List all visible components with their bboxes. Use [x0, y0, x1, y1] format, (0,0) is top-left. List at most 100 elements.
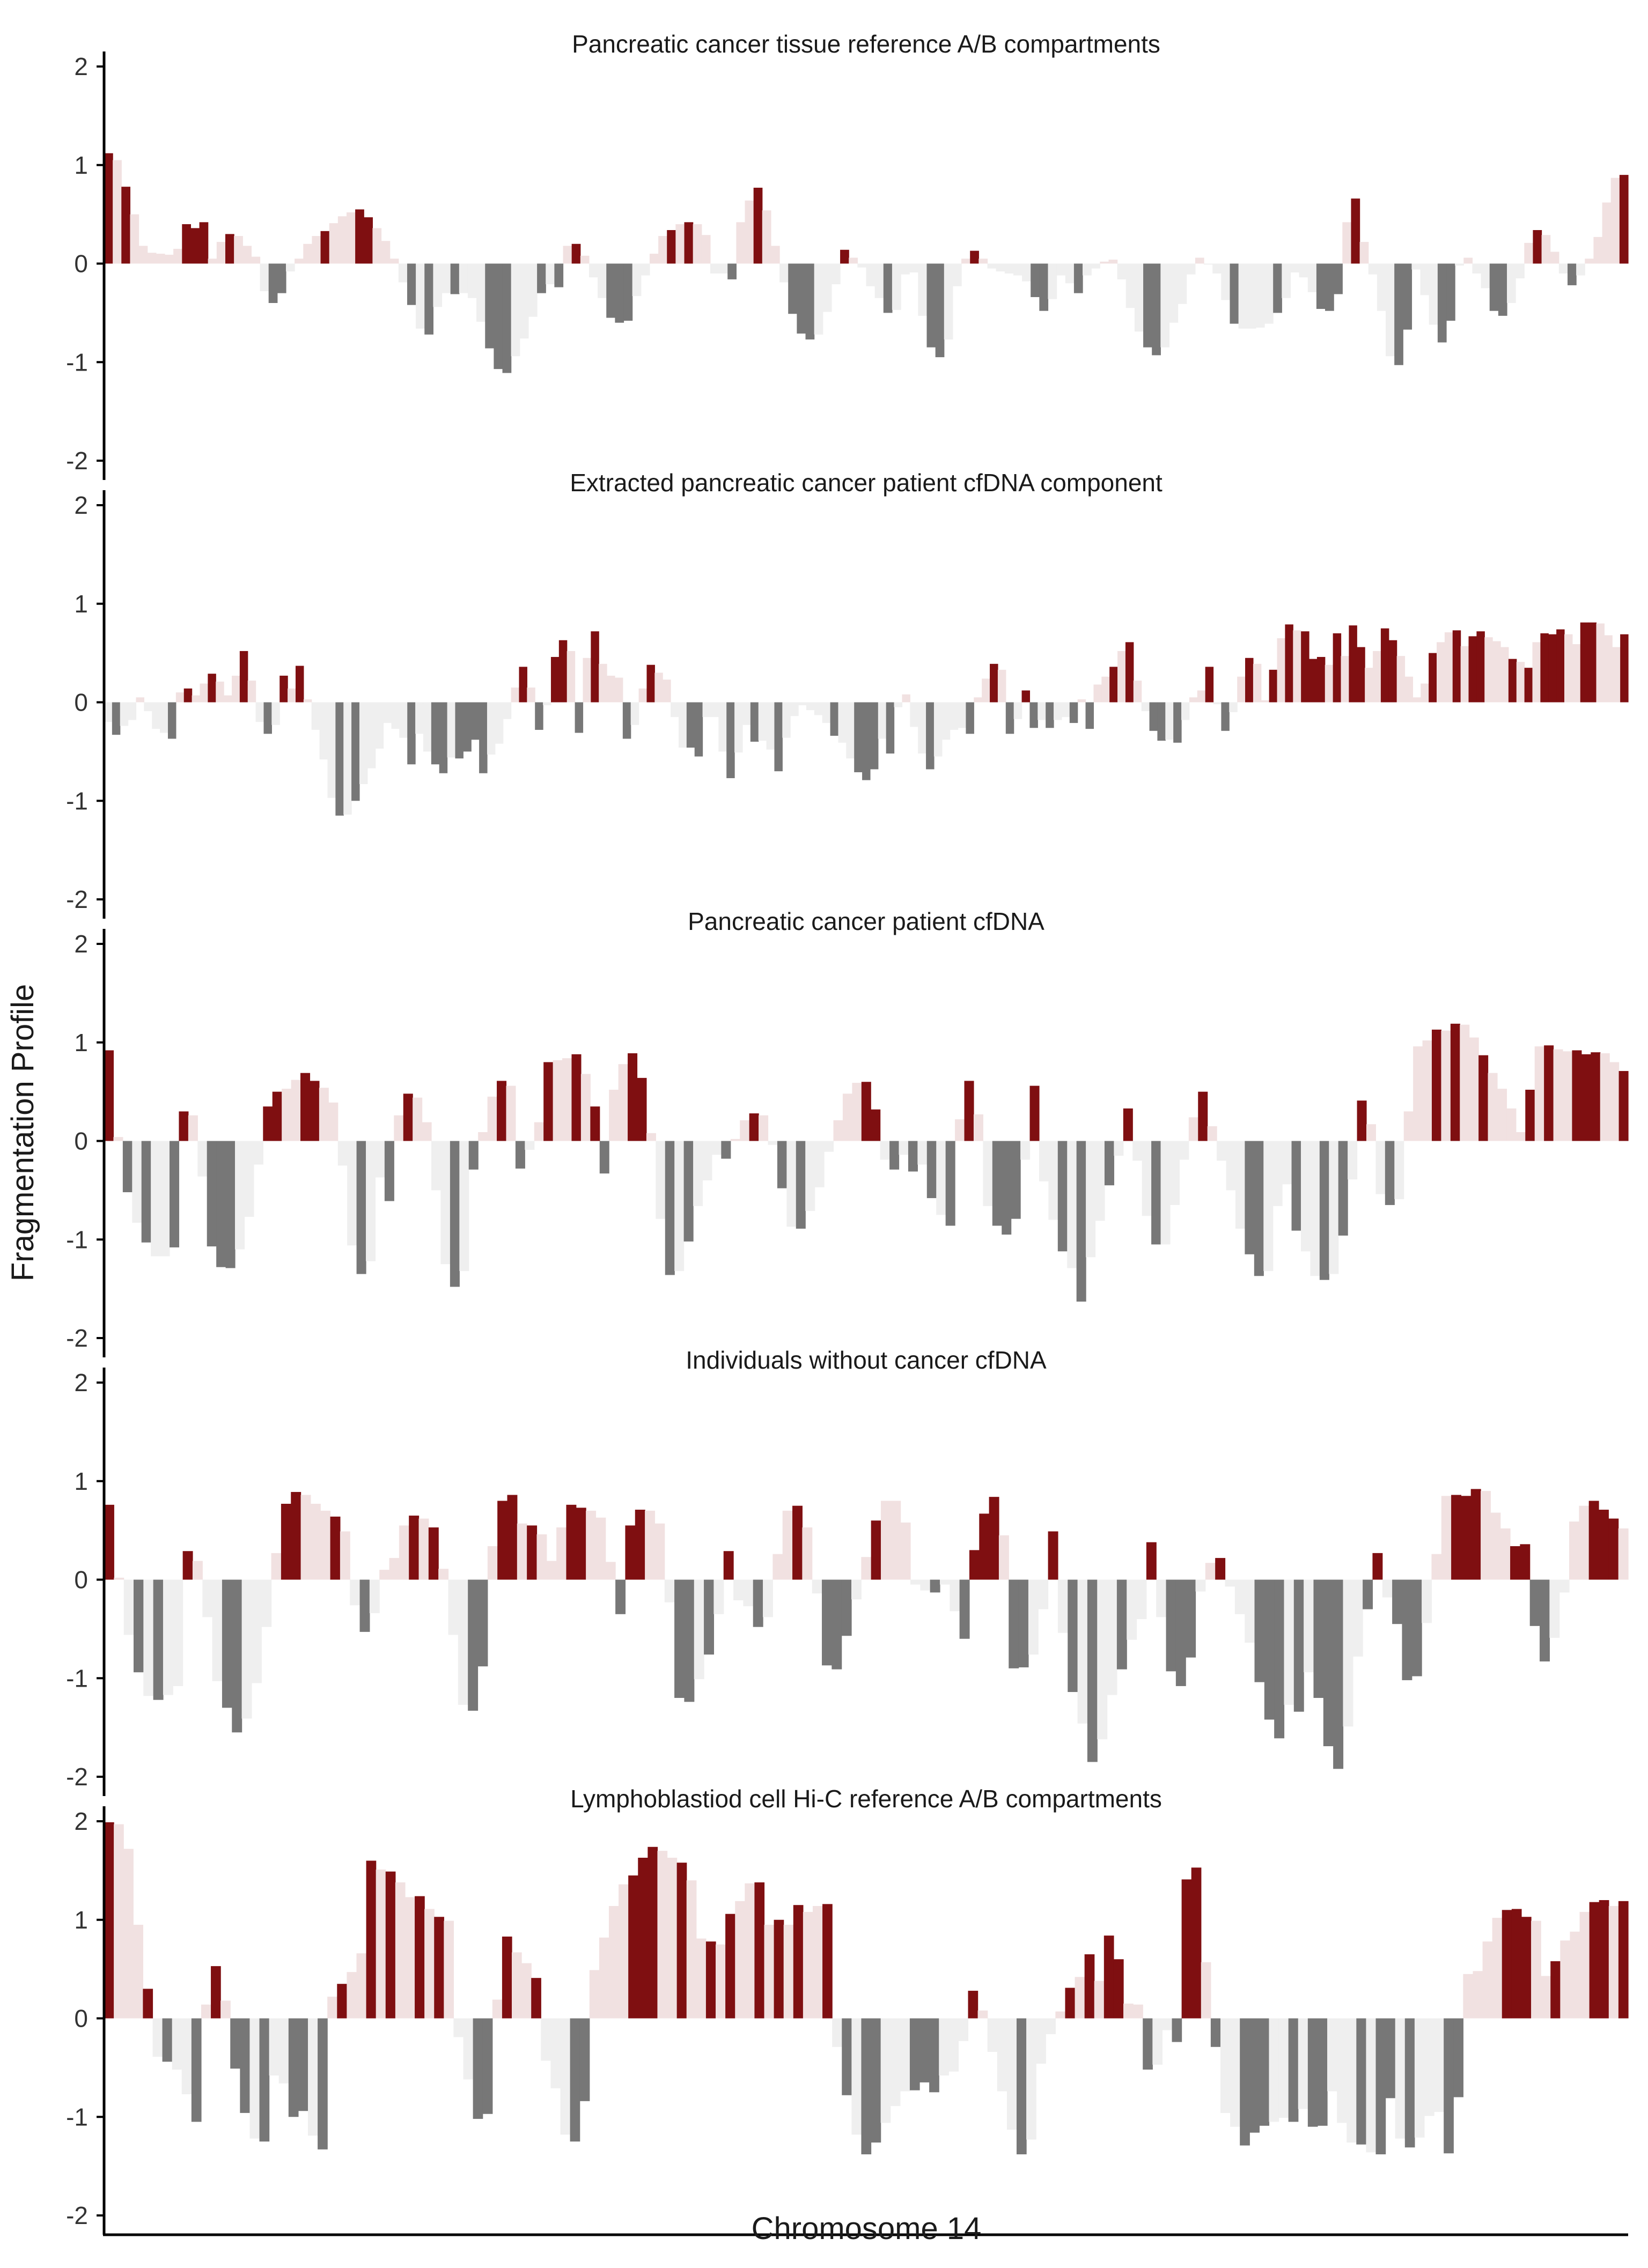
bar — [1515, 1132, 1526, 1141]
bar — [1562, 1051, 1573, 1141]
panel-4: Individuals without cancer cfDNA -2 -1 0 1 2 — [66, 1346, 1629, 1796]
bar — [588, 263, 598, 278]
bar — [998, 1535, 1009, 1580]
bar — [269, 2018, 279, 2076]
bar — [1288, 2018, 1299, 2122]
bar — [444, 1920, 454, 2019]
bar — [625, 1525, 636, 1580]
bar — [239, 651, 248, 703]
bar — [1560, 1940, 1571, 2019]
bar — [1215, 1558, 1226, 1580]
bar — [310, 1081, 320, 1141]
bar — [394, 1115, 404, 1141]
bar — [1444, 632, 1453, 703]
bar — [822, 702, 831, 723]
bar — [399, 702, 408, 738]
bar — [1254, 1579, 1265, 1682]
bar — [1272, 1141, 1283, 1206]
bar — [822, 1904, 833, 2019]
bar — [796, 1141, 806, 1229]
bar — [1572, 1050, 1582, 1141]
bar — [1540, 1579, 1550, 1662]
bar — [337, 216, 347, 264]
bar — [562, 1058, 572, 1141]
bar — [202, 1579, 213, 1617]
bar — [407, 702, 416, 765]
bar — [1396, 656, 1406, 703]
bar — [424, 263, 433, 335]
bar — [104, 1822, 114, 2019]
bar — [1002, 1141, 1012, 1235]
bar — [492, 1999, 503, 2019]
bar — [805, 1141, 815, 1211]
bar — [1173, 702, 1182, 743]
bars — [104, 622, 1629, 816]
bar — [295, 258, 304, 264]
bar — [1278, 2018, 1289, 2118]
bar — [337, 1141, 348, 1166]
bar — [1039, 1141, 1049, 1181]
bar — [550, 656, 560, 703]
bar — [710, 702, 719, 718]
bar — [958, 702, 967, 728]
bar — [1282, 1141, 1292, 1185]
bar — [413, 1097, 423, 1141]
bar — [281, 1504, 291, 1580]
bar — [1481, 263, 1490, 289]
bar — [1133, 2004, 1143, 2019]
bar — [319, 1088, 329, 1141]
bar — [308, 2018, 318, 2136]
bar — [718, 702, 727, 752]
bar — [1357, 1100, 1367, 1141]
bar — [968, 1991, 979, 2019]
bar — [618, 1064, 628, 1141]
bar — [1085, 702, 1094, 729]
bar — [285, 263, 295, 272]
bar — [1230, 263, 1239, 324]
bar — [271, 1553, 282, 1580]
bar — [632, 263, 642, 297]
bar — [1402, 1579, 1412, 1680]
bar — [1220, 2018, 1231, 2113]
bar — [543, 1062, 554, 1141]
bar — [832, 1579, 842, 1669]
bar — [409, 1516, 420, 1580]
bar — [517, 1523, 527, 1580]
bar — [1548, 634, 1557, 703]
bar — [1210, 2018, 1221, 2047]
bar — [1097, 1579, 1108, 1740]
bar — [318, 2018, 328, 2149]
bar — [182, 1551, 193, 1580]
bar — [990, 663, 998, 703]
y-tick-label: 2 — [74, 930, 88, 958]
bar — [606, 263, 615, 318]
bar — [1263, 1141, 1274, 1272]
bar — [579, 2018, 590, 2101]
bar — [476, 263, 485, 322]
bar — [608, 1906, 619, 2019]
y-tick-label: -1 — [66, 1225, 88, 1253]
bar — [1541, 1976, 1551, 2019]
bar — [537, 263, 546, 293]
bar — [589, 1970, 600, 2019]
bar — [1108, 260, 1118, 264]
bar — [170, 1141, 180, 1247]
bar — [1056, 263, 1066, 276]
bar — [1057, 1141, 1068, 1252]
bar — [1146, 1542, 1157, 1580]
bar — [1113, 1959, 1124, 2019]
bar — [133, 1924, 143, 2019]
y-tick-label: 1 — [74, 590, 88, 618]
bar — [964, 1081, 974, 1141]
bar — [750, 702, 759, 742]
bar — [1386, 263, 1395, 357]
bar — [271, 702, 280, 725]
bar — [939, 1579, 950, 1585]
bar — [684, 222, 694, 264]
bar — [440, 1141, 451, 1265]
bar — [777, 1141, 787, 1188]
bar — [268, 263, 278, 303]
bar — [424, 1909, 435, 2019]
bar — [1375, 1141, 1386, 1194]
bar — [263, 702, 272, 734]
